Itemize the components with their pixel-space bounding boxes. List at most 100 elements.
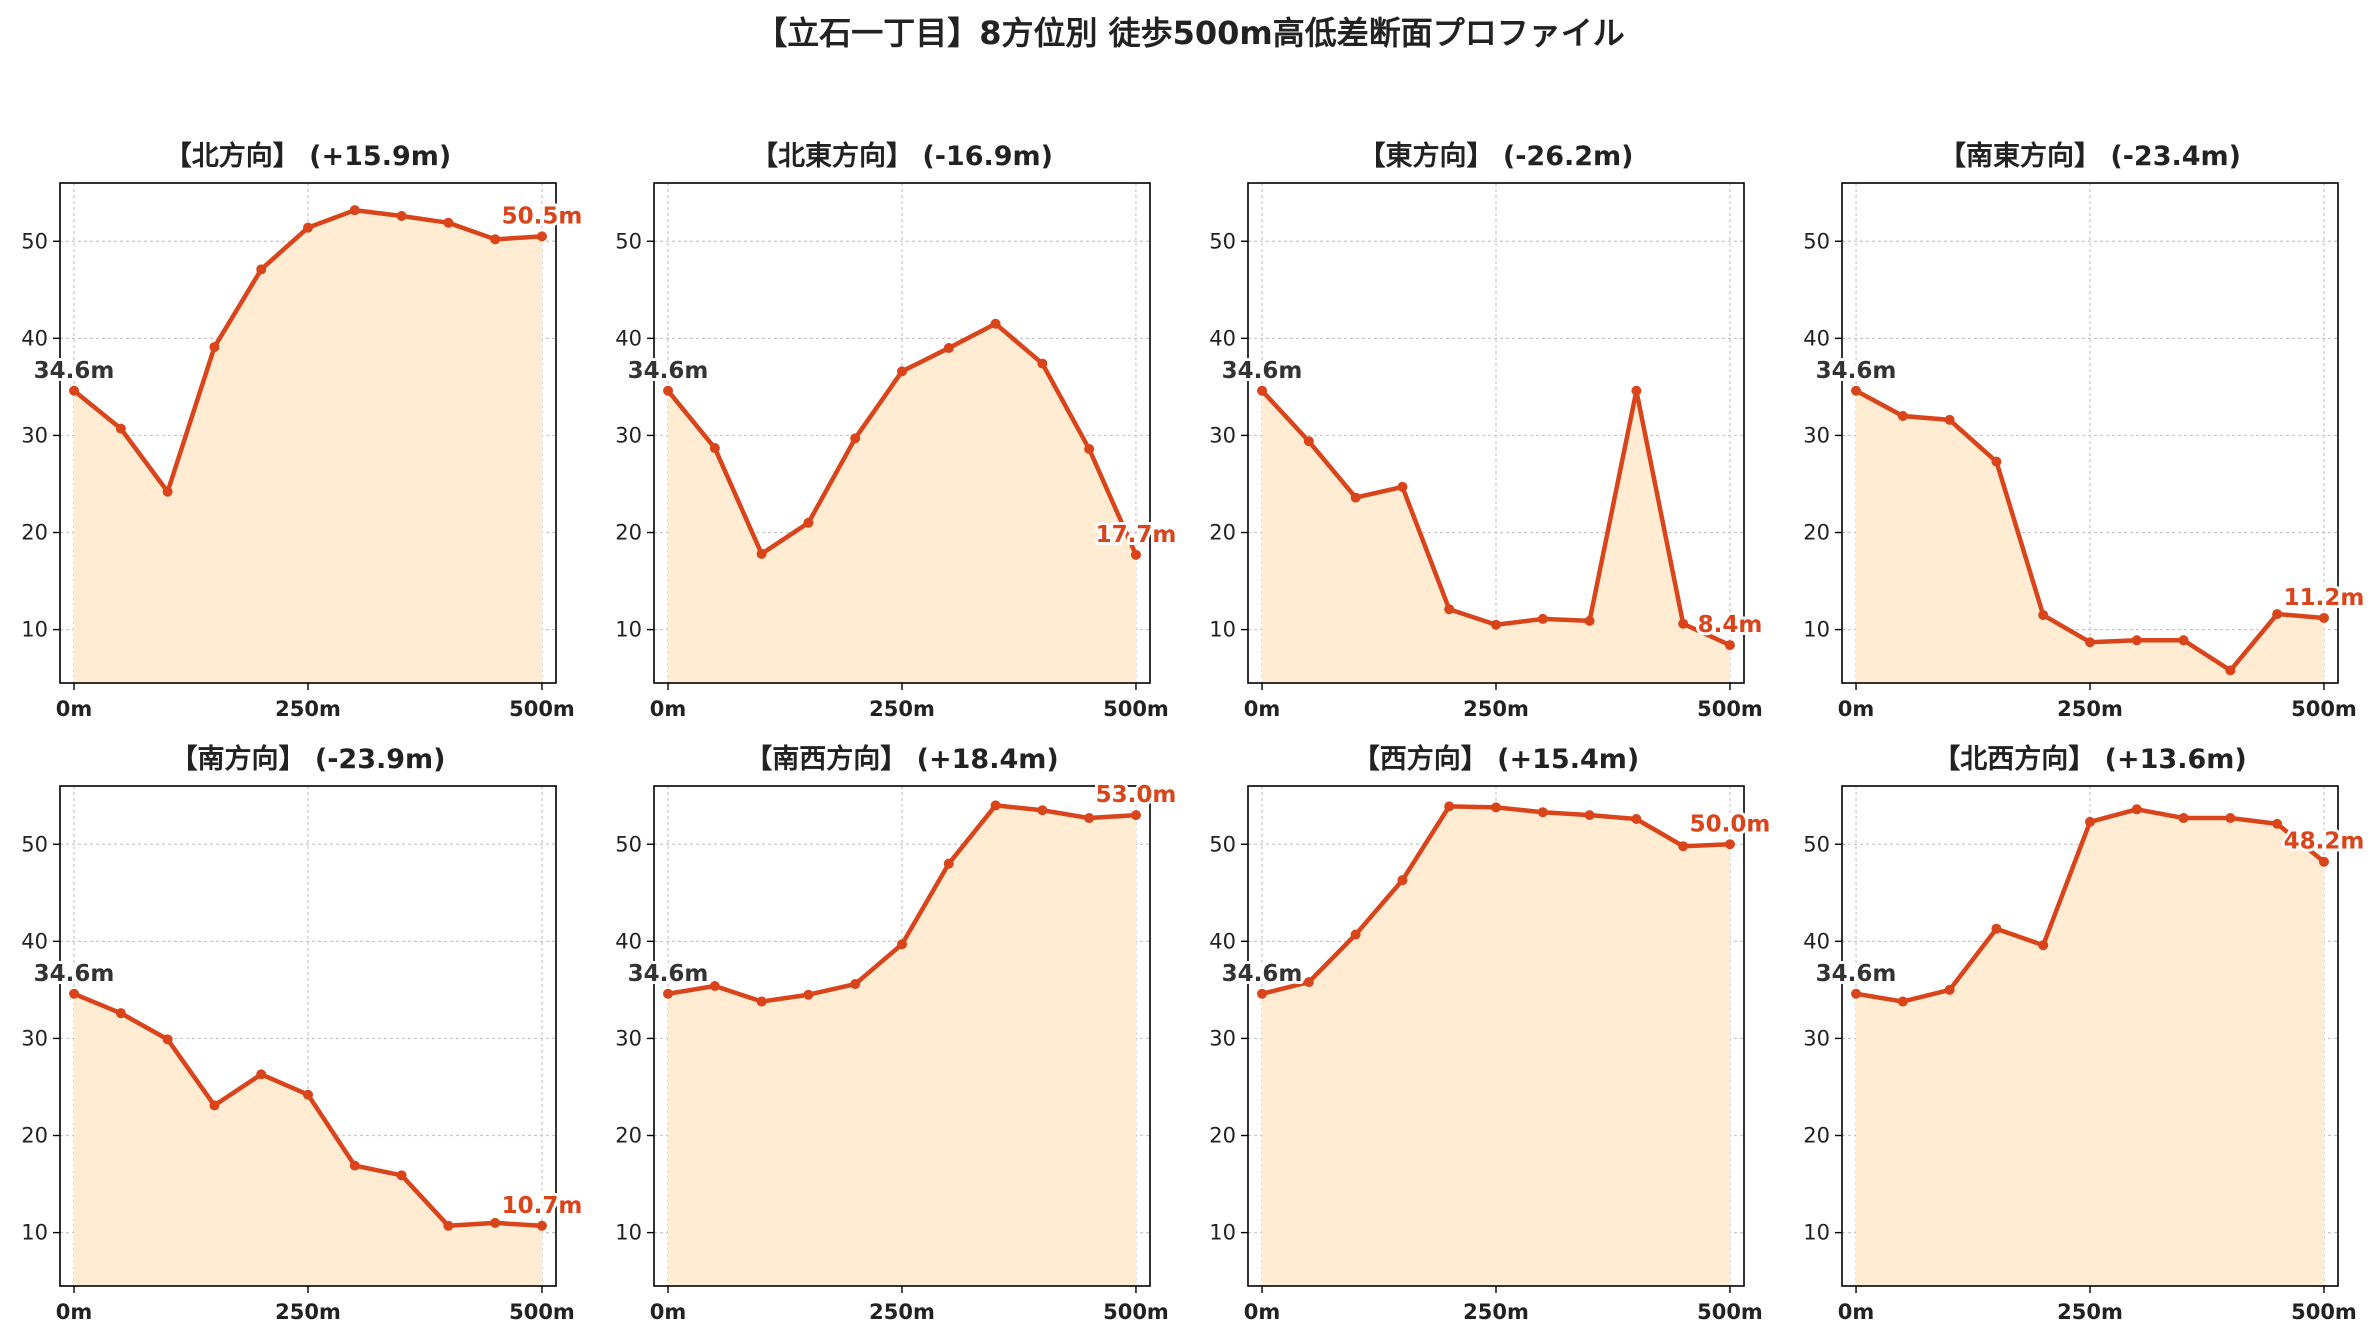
x-tick-label: 250m — [2057, 697, 2123, 721]
data-point — [663, 988, 674, 999]
x-tick-label: 0m — [56, 1300, 93, 1324]
data-point — [69, 385, 80, 396]
x-tick-label: 250m — [1463, 1300, 1529, 1324]
end-elevation-label: 48.2m — [2284, 829, 2365, 855]
y-tick-label: 10 — [1209, 618, 1236, 642]
y-tick-label: 50 — [21, 832, 48, 856]
panel-title: 【北東方向】 (-16.9m) — [751, 140, 1053, 172]
data-point — [2318, 612, 2329, 623]
data-point — [349, 1160, 360, 1171]
y-tick-label: 30 — [615, 423, 642, 447]
y-tick-label: 20 — [615, 521, 642, 545]
data-point — [663, 385, 674, 396]
data-point — [1397, 481, 1408, 492]
data-point — [1350, 492, 1361, 503]
data-point — [1397, 875, 1408, 886]
data-point — [1130, 810, 1141, 821]
data-point — [396, 211, 407, 222]
data-point — [943, 343, 954, 354]
end-elevation-label: 11.2m — [2284, 585, 2365, 611]
panel-title: 【南東方向】 (-23.4m) — [1939, 140, 2241, 172]
data-point — [1724, 839, 1735, 850]
x-tick-label: 0m — [1244, 1300, 1281, 1324]
y-tick-label: 10 — [1803, 1221, 1830, 1245]
y-tick-label: 50 — [21, 229, 48, 253]
y-tick-label: 30 — [1803, 423, 1830, 447]
y-tick-label: 50 — [1209, 832, 1236, 856]
data-point — [1897, 411, 1908, 422]
data-point — [2131, 804, 2142, 815]
y-tick-label: 20 — [1803, 1124, 1830, 1148]
x-tick-label: 500m — [1697, 1300, 1763, 1324]
x-tick-label: 500m — [2291, 1300, 2357, 1324]
y-tick-label: 50 — [1803, 832, 1830, 856]
data-point — [256, 1069, 267, 1080]
x-tick-label: 250m — [275, 1300, 341, 1324]
data-point — [1491, 802, 1501, 813]
data-point — [303, 222, 313, 233]
x-tick-label: 250m — [275, 697, 341, 721]
data-point — [1491, 619, 1501, 630]
data-point — [897, 366, 907, 377]
data-point — [69, 988, 80, 999]
data-point — [2318, 856, 2329, 867]
elevation-area — [1856, 390, 2324, 683]
start-elevation-label: 34.6m — [628, 961, 709, 987]
end-elevation-label: 53.0m — [1096, 782, 1177, 808]
data-point — [990, 318, 1001, 329]
data-point — [162, 486, 173, 497]
x-tick-label: 0m — [650, 697, 687, 721]
y-tick-label: 40 — [1803, 326, 1830, 350]
data-point — [1444, 801, 1455, 812]
data-point — [1303, 436, 1314, 447]
panel-title: 【北西方向】 (+13.6m) — [1933, 743, 2246, 775]
y-tick-label: 20 — [1209, 1124, 1236, 1148]
data-point — [1350, 929, 1361, 940]
data-point — [1084, 444, 1095, 455]
y-tick-label: 50 — [1803, 229, 1830, 253]
data-point — [115, 1008, 126, 1019]
x-tick-label: 500m — [1697, 697, 1763, 721]
data-point — [303, 1089, 313, 1100]
data-point — [2038, 610, 2049, 621]
x-tick-label: 0m — [1838, 697, 1875, 721]
data-point — [1084, 813, 1095, 824]
y-tick-label: 40 — [1209, 929, 1236, 953]
y-tick-label: 30 — [1209, 1026, 1236, 1050]
y-tick-label: 10 — [615, 1221, 642, 1245]
data-point — [256, 264, 267, 275]
data-point — [1584, 810, 1595, 821]
y-tick-label: 40 — [1803, 929, 1830, 953]
data-point — [1678, 841, 1689, 852]
start-elevation-label: 34.6m — [34, 358, 115, 384]
elevation-area — [668, 805, 1136, 1286]
y-tick-label: 10 — [615, 618, 642, 642]
data-point — [1991, 923, 2002, 934]
elevation-area — [1856, 809, 2324, 1286]
y-tick-label: 10 — [21, 618, 48, 642]
y-tick-label: 40 — [615, 929, 642, 953]
y-tick-label: 30 — [21, 423, 48, 447]
data-point — [1130, 549, 1141, 560]
panel-title: 【西方向】 (+15.4m) — [1353, 743, 1639, 775]
y-tick-label: 40 — [21, 326, 48, 350]
start-elevation-label: 34.6m — [34, 961, 115, 987]
y-tick-label: 20 — [21, 521, 48, 545]
end-elevation-label: 50.0m — [1690, 811, 1771, 837]
elevation-area — [1262, 806, 1730, 1286]
data-point — [1537, 807, 1548, 818]
y-tick-label: 20 — [1209, 521, 1236, 545]
data-point — [990, 800, 1001, 811]
x-tick-label: 500m — [509, 697, 575, 721]
x-tick-label: 500m — [2291, 697, 2357, 721]
data-point — [349, 205, 360, 216]
data-point — [850, 433, 861, 444]
x-tick-label: 250m — [1463, 697, 1529, 721]
panel-title: 【南西方向】 (+18.4m) — [745, 743, 1058, 775]
data-point — [536, 1220, 547, 1231]
elevation-area — [668, 323, 1136, 683]
